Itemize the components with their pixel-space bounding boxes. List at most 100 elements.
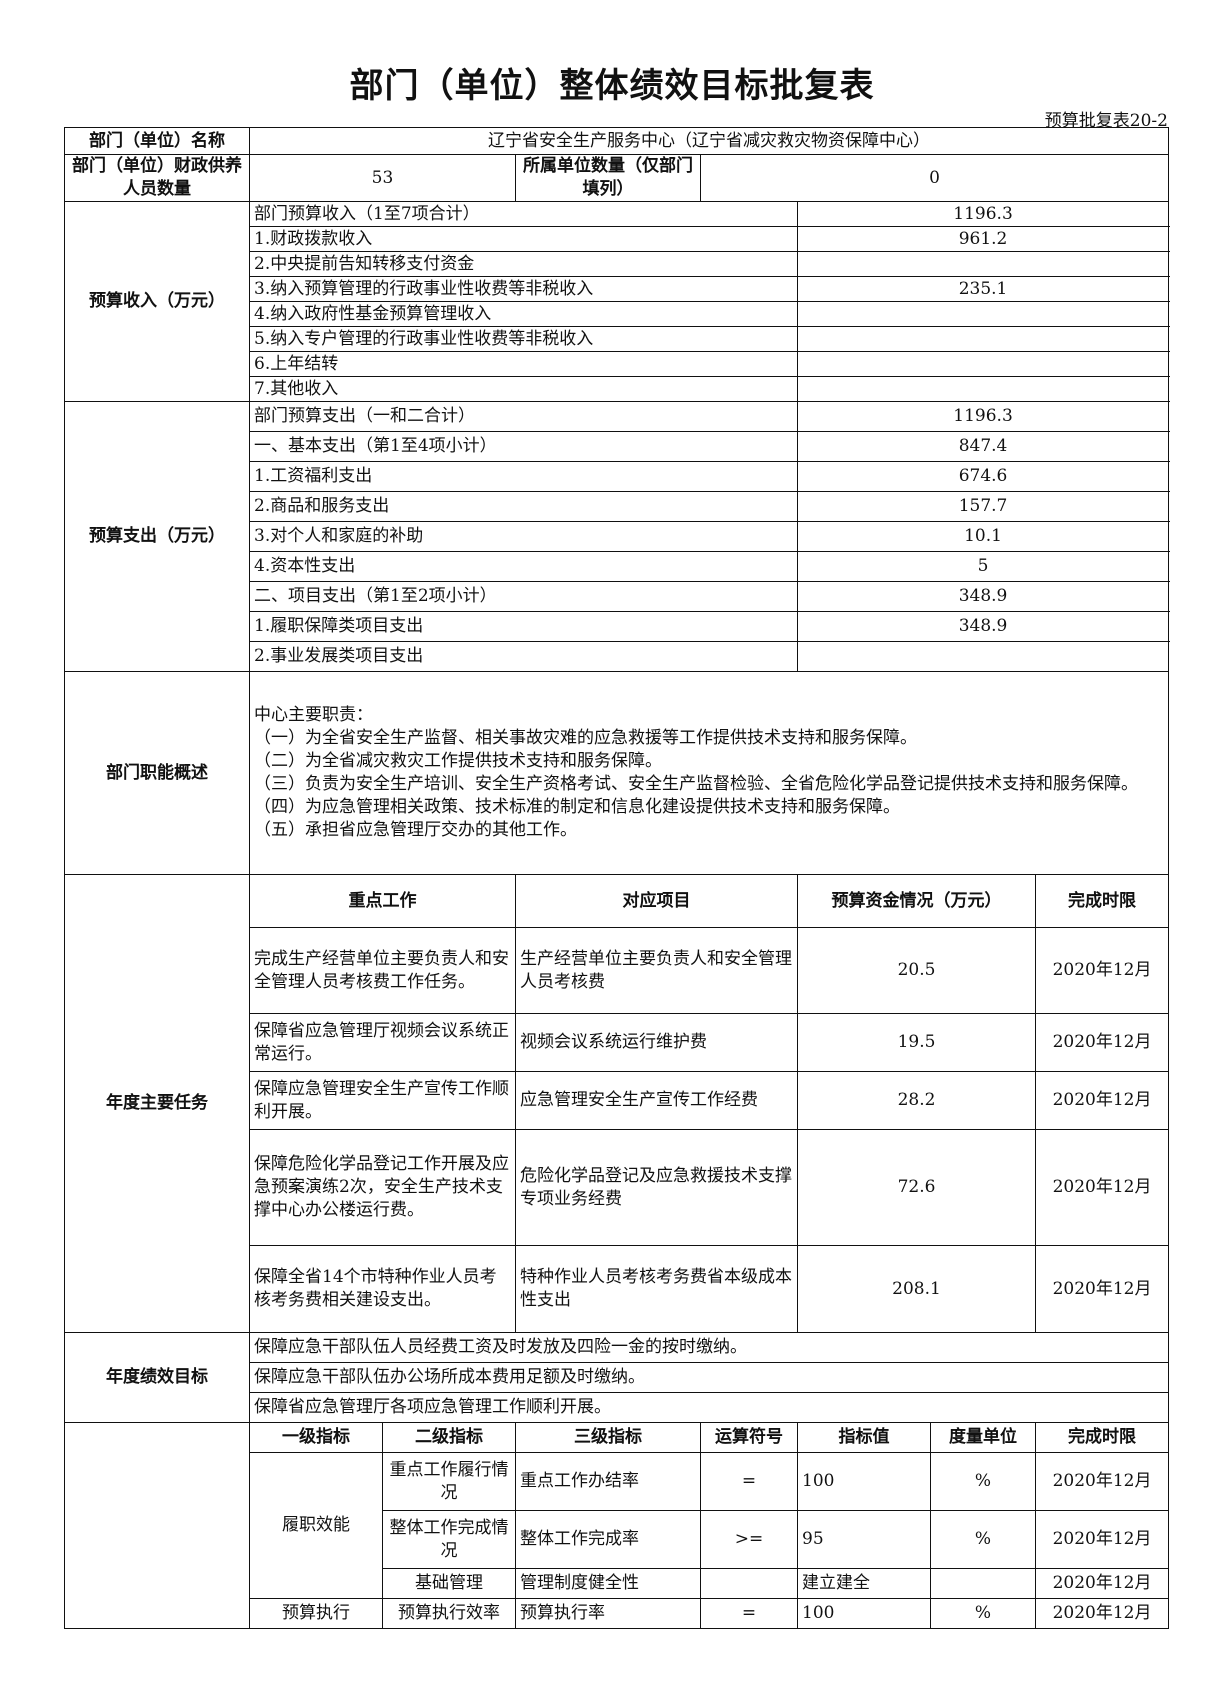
- table-row: 部门职能概述 中心主要职责： （一）为全省安全生产监督、相关事故灾难的应急救援等工作…: [64, 671, 1170, 875]
- function-line: （四）为应急管理相关政策、技术标准的制定和信息化建设提供技术支持和服务保障。: [254, 797, 900, 817]
- table-row: 完成生产经营单位主要负责人和安全管理人员考核费工作任务。 生产经营单位主要负责人和…: [65, 927, 1170, 1014]
- page-title: 部门（单位）整体绩效目标批复表: [349, 66, 875, 106]
- task-project: 应急管理安全生产宣传工作经费: [515, 1071, 798, 1130]
- expenditure-value: 847.4: [796, 431, 1170, 462]
- task-deadline: 2020年12月: [1034, 1129, 1170, 1246]
- income-value: [796, 376, 1170, 402]
- expenditure-item: 一、基本支出（第1至4项小计）: [249, 431, 798, 462]
- income-value: 1196.3: [796, 201, 1170, 227]
- task-work: 保障省应急管理厅视频会议系统正常运行。: [249, 1013, 516, 1072]
- task-work: 完成生产经营单位主要负责人和安全管理人员考核费工作任务。: [249, 927, 516, 1014]
- table-row: 1.履职保障类项目支出 348.9: [65, 611, 1170, 642]
- table-row: 预算支出（万元） 部门预算支出（一和二合计） 1196.3: [64, 401, 1170, 672]
- goals-label: 年度绩效目标: [64, 1332, 250, 1423]
- expenditure-item: 1.工资福利支出: [249, 461, 798, 492]
- task-deadline: 2020年12月: [1034, 927, 1170, 1014]
- level2: 基础管理: [382, 1568, 516, 1599]
- staff-label: 部门（单位）财政供养人员数量: [64, 154, 250, 202]
- table-row: 部门（单位）名称 辽宁省安全生产服务中心（辽宁省减灾救灾物资保障中心）: [64, 127, 1170, 155]
- income-item: 部门预算收入（1至7项合计）: [249, 201, 798, 227]
- table-row: 保障省应急管理厅视频会议系统正常运行。 视频会议系统运行维护费 19.5 2020年1…: [65, 1013, 1170, 1072]
- level2: 整体工作完成情况: [382, 1510, 516, 1569]
- performance-table: 部门（单位）名称 辽宁省安全生产服务中心（辽宁省减灾救灾物资保障中心） 部门（单位）…: [64, 127, 1170, 1629]
- expenditure-item: 3.对个人和家庭的补助: [249, 521, 798, 552]
- income-value: 961.2: [796, 226, 1170, 252]
- tasks-label: 年度主要任务: [64, 874, 250, 1333]
- expenditure-value: 10.1: [796, 521, 1170, 552]
- col-header: 二级指标: [382, 1422, 516, 1453]
- expenditure-value: 348.9: [796, 581, 1170, 612]
- deadline: 2020年12月: [1034, 1598, 1170, 1629]
- income-item: 4.纳入政府性基金预算管理收入: [249, 301, 798, 327]
- expenditure-value: 348.9: [796, 611, 1170, 642]
- functions-text: 中心主要职责： （一）为全省安全生产监督、相关事故灾难的应急救援等工作提供技术支持…: [248, 671, 1170, 875]
- sub-units-count: 0: [699, 154, 1170, 202]
- expenditure-value: 1196.3: [796, 401, 1170, 432]
- table-row: 年度绩效目标 保障应急干部队伍人员经费工资及时发放及四险一金的按时缴纳。: [64, 1332, 1170, 1423]
- operator: >=: [700, 1510, 798, 1569]
- col-header: 三级指标: [515, 1422, 701, 1453]
- expenditure-value: [796, 641, 1170, 672]
- table-row: 6.上年结转: [65, 351, 1170, 377]
- income-item: 7.其他收入: [249, 376, 798, 402]
- unit: %: [930, 1452, 1036, 1511]
- table-row: 3.纳入预算管理的行政事业性收费等非税收入 235.1: [65, 276, 1170, 302]
- table-row: 预算收入（万元） 部门预算收入（1至7项合计） 1196.3: [64, 201, 1170, 402]
- table-row: 年度主要任务 重点工作 对应项目 预算资金情况（万元） 完成时限: [64, 874, 1170, 1333]
- task-work: 保障危险化学品登记工作开展及应急预案演练2次，安全生产技术支撑中心办公楼运行费。: [249, 1129, 516, 1246]
- table-row: 保障危险化学品登记工作开展及应急预案演练2次，安全生产技术支撑中心办公楼运行费。…: [65, 1129, 1170, 1246]
- task-project: 特种作业人员考核考务费省本级成本性支出: [515, 1245, 798, 1333]
- unit: %: [930, 1510, 1036, 1569]
- income-item: 1.财政拨款收入: [249, 226, 798, 252]
- task-amount: 28.2: [797, 1071, 1036, 1130]
- table-row: 部门（单位）财政供养人员数量 53 所属单位数量（仅部门填列） 0: [64, 154, 1170, 202]
- level1: 预算执行: [249, 1598, 383, 1629]
- task-work: 保障全省14个市特种作业人员考核考务费相关建设支出。: [249, 1245, 516, 1333]
- unit: [930, 1568, 1036, 1599]
- col-header: 对应项目: [515, 874, 798, 928]
- form-code: 预算批复表20-2: [1044, 111, 1168, 131]
- indicator-label: [64, 1422, 250, 1629]
- col-header: 度量单位: [930, 1422, 1036, 1453]
- task-deadline: 2020年12月: [1034, 1071, 1170, 1130]
- col-header: 重点工作: [249, 874, 516, 928]
- dept-name-label: 部门（单位）名称: [64, 127, 250, 155]
- task-amount: 19.5: [797, 1013, 1036, 1072]
- level3: 整体工作完成率: [515, 1510, 701, 1569]
- income-item: 3.纳入预算管理的行政事业性收费等非税收入: [249, 276, 798, 302]
- income-item: 2.中央提前告知转移支付资金: [249, 251, 798, 277]
- function-line: （三）负责为安全生产培训、安全生产资格考试、安全生产监督检验、全省危险化学品登记…: [254, 774, 1138, 794]
- expenditure-value: 5: [796, 551, 1170, 582]
- task-project: 生产经营单位主要负责人和安全管理人员考核费: [515, 927, 798, 1014]
- goal-item: 保障省应急管理厅各项应急管理工作顺利开展。: [248, 1392, 1170, 1423]
- level3: 预算执行率: [515, 1598, 701, 1629]
- col-header: 指标值: [797, 1422, 931, 1453]
- indicator-value: 建立建全: [797, 1568, 931, 1599]
- col-header: 完成时限: [1034, 1422, 1170, 1453]
- task-amount: 208.1: [797, 1245, 1036, 1333]
- task-deadline: 2020年12月: [1034, 1245, 1170, 1333]
- table-row: 2.商品和服务支出 157.7: [65, 491, 1170, 522]
- table-row: 履职效能 重点工作履行情况 重点工作办结率 = 100% 2020年12月: [65, 1452, 1170, 1599]
- col-header: 一级指标: [249, 1422, 383, 1453]
- staff-count: 53: [249, 154, 516, 202]
- expenditure-item: 4.资本性支出: [249, 551, 798, 582]
- level2: 预算执行效率: [382, 1598, 516, 1629]
- col-header: 预算资金情况（万元）: [797, 874, 1036, 928]
- table-row: 4.资本性支出 5: [65, 551, 1170, 582]
- functions-label: 部门职能概述: [64, 671, 250, 875]
- table-row: 1.财政拨款收入 961.2: [65, 226, 1170, 252]
- table-row: 2.中央提前告知转移支付资金: [65, 251, 1170, 277]
- goal-item: 保障应急干部队伍办公场所成本费用足额及时缴纳。: [248, 1362, 1170, 1393]
- income-value: [796, 301, 1170, 327]
- unit: %: [930, 1598, 1036, 1629]
- expenditure-label: 预算支出（万元）: [64, 401, 250, 672]
- income-label: 预算收入（万元）: [64, 201, 250, 402]
- income-value: 235.1: [796, 276, 1170, 302]
- income-item: 5.纳入专户管理的行政事业性收费等非税收入: [249, 326, 798, 352]
- function-line: （一）为全省安全生产监督、相关事故灾难的应急救援等工作提供技术支持和服务保障。: [254, 728, 917, 748]
- table-row: 1.工资福利支出 674.6: [65, 461, 1170, 492]
- table-row: 3.对个人和家庭的补助 10.1: [65, 521, 1170, 552]
- table-row: 4.纳入政府性基金预算管理收入: [65, 301, 1170, 327]
- indicator-value: 95: [797, 1510, 931, 1569]
